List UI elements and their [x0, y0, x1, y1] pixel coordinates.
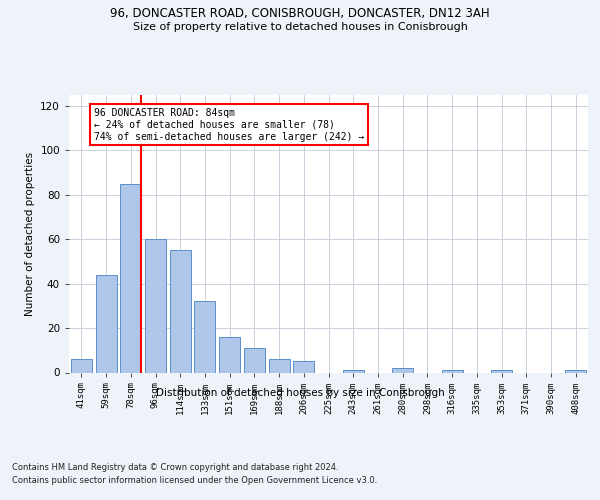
Text: 96, DONCASTER ROAD, CONISBROUGH, DONCASTER, DN12 3AH: 96, DONCASTER ROAD, CONISBROUGH, DONCAST… — [110, 8, 490, 20]
Text: Distribution of detached houses by size in Conisbrough: Distribution of detached houses by size … — [155, 388, 445, 398]
Bar — [343, 370, 364, 372]
Bar — [71, 359, 92, 372]
Bar — [491, 370, 512, 372]
Bar — [244, 348, 265, 372]
Bar — [145, 240, 166, 372]
Bar — [120, 184, 141, 372]
Bar — [293, 362, 314, 372]
Y-axis label: Number of detached properties: Number of detached properties — [25, 152, 35, 316]
Bar — [95, 275, 116, 372]
Text: Size of property relative to detached houses in Conisbrough: Size of property relative to detached ho… — [133, 22, 467, 32]
Bar — [269, 359, 290, 372]
Bar — [194, 302, 215, 372]
Bar — [170, 250, 191, 372]
Bar — [442, 370, 463, 372]
Text: Contains public sector information licensed under the Open Government Licence v3: Contains public sector information licen… — [12, 476, 377, 485]
Bar — [219, 337, 240, 372]
Text: Contains HM Land Registry data © Crown copyright and database right 2024.: Contains HM Land Registry data © Crown c… — [12, 462, 338, 471]
Text: 96 DONCASTER ROAD: 84sqm
← 24% of detached houses are smaller (78)
74% of semi-d: 96 DONCASTER ROAD: 84sqm ← 24% of detach… — [94, 108, 364, 142]
Bar — [565, 370, 586, 372]
Bar — [392, 368, 413, 372]
